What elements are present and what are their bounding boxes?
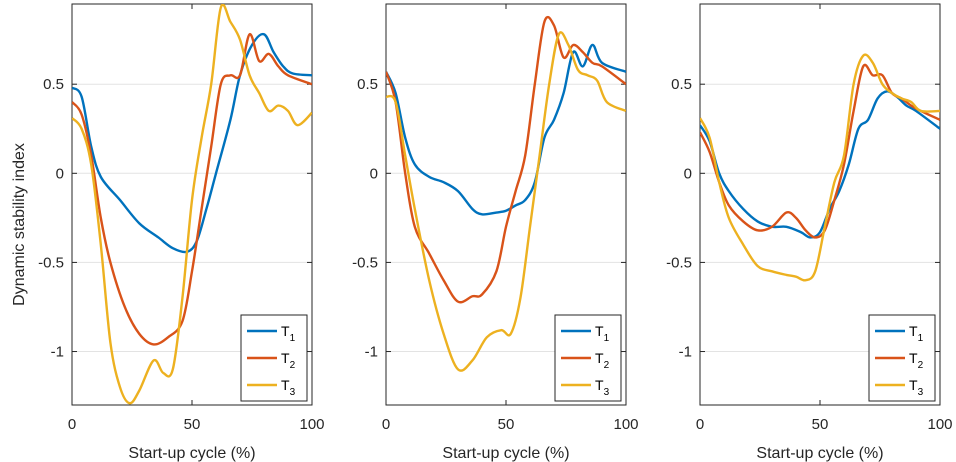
x-axis-label: Start-up cycle (%) [128,445,255,462]
y-tick-label: 0.5 [671,76,692,93]
y-tick-label: 0 [684,165,692,182]
x-axis-label: Start-up cycle (%) [442,445,569,462]
y-tick-label: 0.5 [43,76,64,93]
y-tick-label: 0 [370,165,378,182]
series-line-T3 [386,31,626,372]
y-tick-label: 0 [56,165,64,182]
legend-entry-subscript: 3 [604,387,610,398]
x-tick-label: 50 [184,416,201,433]
series-line-T2 [72,33,312,346]
legend-entry-subscript: 2 [290,360,296,371]
x-tick-label: 100 [927,416,952,433]
x-tick-label: 100 [299,416,324,433]
x-tick-label: 50 [812,416,829,433]
y-tick-label: 0.5 [357,76,378,93]
y-tick-label: -1 [679,344,692,361]
series-line-T3 [700,53,940,282]
legend-entry-subscript: 1 [290,333,296,344]
y-tick-label: -0.5 [38,254,64,271]
x-axis-label: Start-up cycle (%) [756,445,883,462]
series-line-T2 [386,15,626,304]
series-line-T2 [700,63,940,239]
x-tick-label: 50 [498,416,515,433]
y-tick-label: -0.5 [352,254,378,271]
legend-entry-subscript: 1 [918,333,924,344]
y-tick-label: -1 [51,344,64,361]
legend-entry-subscript: 2 [604,360,610,371]
panel-1: 0.5 0 -0.5 -1 0 50 100 Start-up cycle (%) Dynami… [11,3,325,462]
x-tick-label: 0 [382,416,390,433]
series-line-T1 [72,32,312,254]
x-tick-label: 0 [68,416,76,433]
y-tick-label: -0.5 [666,254,692,271]
legend-entry-subscript: 3 [290,387,296,398]
y-tick-label: -1 [365,344,378,361]
x-tick-label: 100 [613,416,638,433]
series-line-T1 [386,43,626,216]
legend-entry-subscript: 1 [604,333,610,344]
legend-entry-subscript: 2 [918,360,924,371]
series-line-T3 [72,4,312,405]
x-tick-label: 0 [696,416,704,433]
y-axis-label: Dynamic stability index [11,143,28,306]
legend-entry-subscript: 3 [918,387,924,398]
